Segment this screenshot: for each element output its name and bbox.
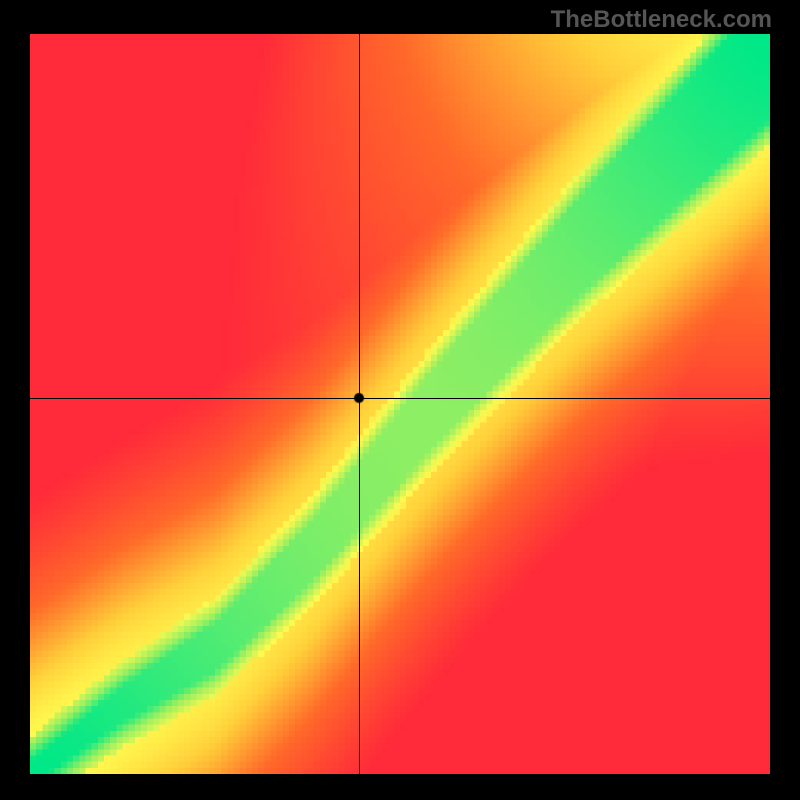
watermark-text: TheBottleneck.com [551, 6, 772, 34]
crosshair-horizontal [30, 398, 770, 399]
chart-container: TheBottleneck.com [0, 0, 800, 800]
bottleneck-heatmap [30, 34, 770, 774]
crosshair-marker [353, 392, 365, 404]
